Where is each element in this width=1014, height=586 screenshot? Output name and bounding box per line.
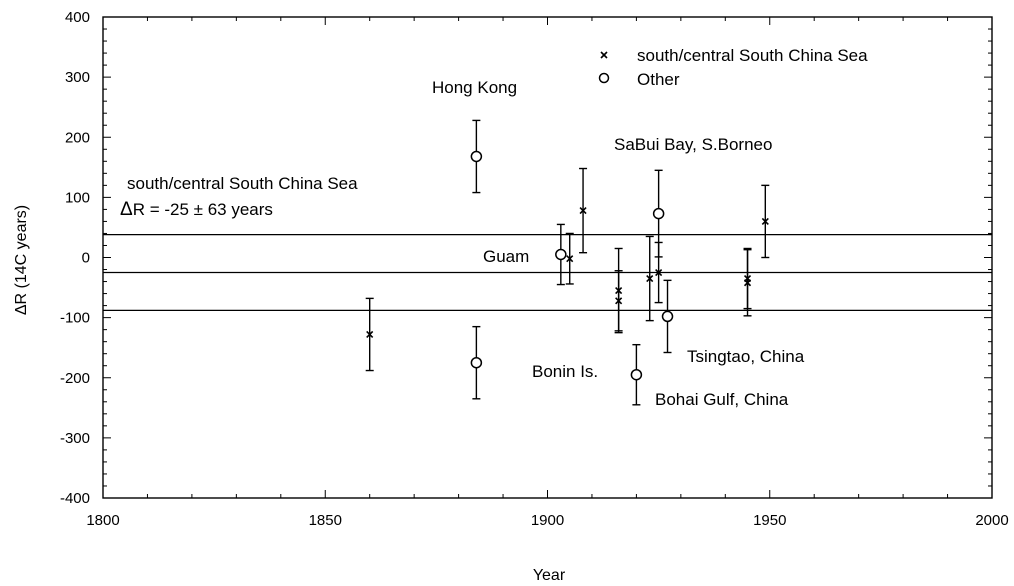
data-point-circle [661, 310, 674, 323]
y-tick-label: -100 [60, 310, 90, 327]
data-point-x [655, 268, 663, 277]
plot-frame [102, 16, 993, 499]
y-tick-label: 100 [65, 189, 90, 206]
data-point-x [743, 279, 752, 287]
data-point-x-stroke [761, 217, 769, 225]
legend-label-other: Other [637, 70, 680, 89]
data-point-x-stroke [366, 330, 374, 339]
data-point-circle [555, 248, 567, 261]
y-axis-title: ΔR (14C years) [13, 205, 30, 315]
x-tick-label: 1850 [309, 512, 342, 529]
legend-label-south-china-sea: south/central South China Sea [637, 46, 868, 65]
legend-marker-circle [598, 72, 610, 84]
x-tick-label: 2000 [975, 512, 1008, 529]
annotation-region-title: south/central South China Sea [127, 174, 358, 193]
annotation-guam: Guam [483, 247, 529, 266]
data-point-x-stroke [743, 279, 752, 287]
legend-marker-x [600, 51, 608, 59]
y-tick-label: 400 [65, 9, 90, 26]
x-axis-title: Year [533, 567, 566, 584]
data-point-circle [652, 207, 665, 220]
x-tick-label: 1950 [753, 512, 786, 529]
annotation-region-value: ΔR = -25 ± 63 years [120, 199, 273, 220]
y-tick-label: 0 [82, 250, 90, 267]
region-value-text: R = -25 ± 63 years [133, 200, 273, 219]
data-point-x [566, 255, 574, 263]
data-point-x [579, 207, 587, 215]
y-tick-label: 200 [65, 129, 90, 146]
annotation-tsingtao: Tsingtao, China [687, 347, 805, 366]
data-point-x [761, 217, 769, 225]
data-point-x-stroke [579, 207, 587, 215]
y-tick-label: -200 [60, 370, 90, 387]
legend: south/central South China Sea Other [598, 46, 868, 89]
data-point-circle [470, 356, 483, 369]
data-point-circle [630, 368, 643, 381]
delta-symbol: Δ [120, 199, 133, 220]
data-point-x [615, 297, 623, 305]
y-tick-label: -400 [60, 490, 90, 507]
data-point-x [646, 274, 654, 283]
annotation-sabui-bay: SaBui Bay, S.Borneo [614, 135, 772, 154]
annotation-bohai: Bohai Gulf, China [655, 390, 789, 409]
annotation-hong-kong: Hong Kong [432, 78, 517, 97]
data-point-circle [470, 150, 483, 163]
data-point-x-stroke [655, 268, 663, 277]
annotation-bonin: Bonin Is. [532, 362, 598, 381]
data-point-x-stroke [566, 255, 574, 263]
data-point-x-stroke [615, 297, 623, 305]
data-point-x-stroke [646, 274, 654, 283]
x-tick-label: 1900 [531, 512, 564, 529]
data-point-x [366, 330, 374, 339]
x-tick-label: 1800 [86, 512, 119, 529]
y-tick-label: 300 [65, 69, 90, 86]
y-tick-label: -300 [60, 430, 90, 447]
